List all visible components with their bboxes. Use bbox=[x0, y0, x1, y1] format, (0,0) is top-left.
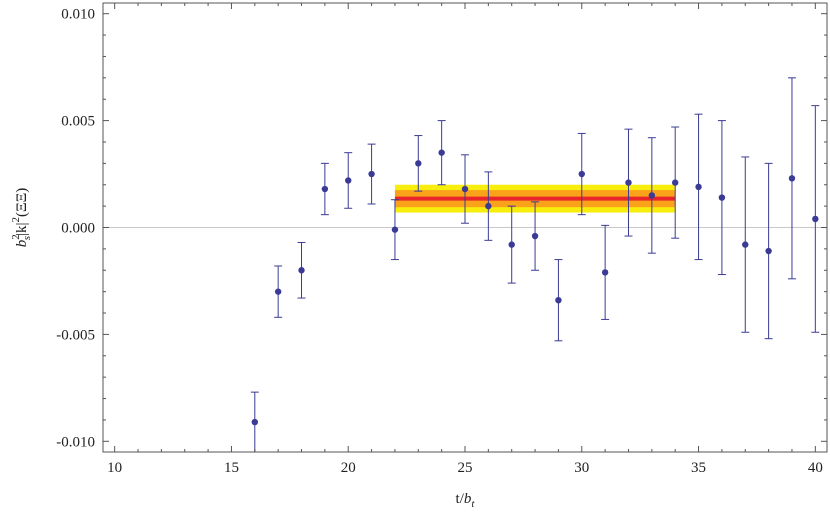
data-point-22 bbox=[390, 199, 399, 261]
data-point-27 bbox=[507, 205, 516, 284]
y-title-part: s bbox=[21, 236, 33, 240]
data-marker bbox=[368, 170, 375, 178]
data-point-32 bbox=[624, 128, 633, 237]
data-marker bbox=[625, 179, 632, 186]
y-axis: -0.010 -0.005 0.000 0.005 0.010 bbox=[56, 7, 827, 450]
x-title-part: b bbox=[464, 491, 472, 507]
data-marker bbox=[695, 183, 702, 191]
data-marker bbox=[812, 215, 819, 223]
x-tick-label: 25 bbox=[458, 460, 473, 476]
data-marker bbox=[415, 160, 422, 167]
data-marker bbox=[555, 296, 562, 304]
data-point-23 bbox=[414, 135, 423, 192]
data-point-34 bbox=[671, 126, 680, 239]
data-point-28 bbox=[531, 201, 540, 271]
data-point-36 bbox=[717, 120, 726, 276]
data-marker bbox=[438, 149, 445, 156]
y-title-part: (ΞΞ) bbox=[14, 188, 30, 217]
data-marker bbox=[345, 177, 352, 184]
data-point-30 bbox=[577, 132, 586, 216]
y-title-part: |k| bbox=[14, 223, 30, 237]
data-point-19 bbox=[320, 162, 329, 216]
data-points bbox=[250, 77, 820, 453]
y-tick-label: 0.010 bbox=[61, 7, 95, 23]
x-tick-label: 15 bbox=[224, 460, 239, 476]
data-marker bbox=[578, 170, 585, 178]
data-point-37 bbox=[741, 156, 750, 333]
y-axis-title: b2s|k|2(ΞΞ) bbox=[10, 188, 33, 248]
x-tick-label: 40 bbox=[808, 460, 823, 476]
data-point-17 bbox=[274, 265, 283, 318]
data-point-33 bbox=[647, 137, 656, 254]
data-marker bbox=[485, 202, 492, 210]
x-tick-label: 30 bbox=[574, 460, 589, 476]
data-point-18 bbox=[297, 241, 306, 299]
data-point-29 bbox=[554, 259, 563, 342]
data-point-25 bbox=[461, 154, 469, 224]
data-marker bbox=[765, 247, 772, 255]
y-title-part: 2 bbox=[10, 234, 22, 240]
data-marker bbox=[788, 175, 796, 182]
x-axis: 10 15 20 25 30 35 40 bbox=[107, 3, 823, 476]
data-marker bbox=[508, 241, 515, 248]
x-title-part: t/ bbox=[456, 491, 465, 507]
data-point-26 bbox=[484, 171, 493, 241]
data-point-38 bbox=[764, 162, 773, 340]
data-point-21 bbox=[367, 143, 376, 205]
data-point-39 bbox=[787, 77, 796, 280]
data-marker bbox=[461, 185, 469, 193]
x-tick-label: 35 bbox=[691, 460, 706, 476]
x-tick-label: 20 bbox=[341, 460, 356, 476]
data-marker bbox=[671, 179, 679, 186]
data-marker bbox=[742, 241, 749, 248]
y-title-part: 2 bbox=[10, 217, 22, 223]
data-marker bbox=[648, 192, 656, 199]
data-marker bbox=[601, 269, 609, 276]
y-tick-label: -0.010 bbox=[56, 434, 95, 450]
data-marker bbox=[321, 185, 329, 193]
data-marker bbox=[251, 418, 259, 426]
data-point-24 bbox=[437, 120, 446, 186]
data-marker bbox=[531, 232, 539, 240]
y-title-part: b bbox=[14, 239, 30, 247]
data-marker bbox=[298, 267, 305, 274]
data-point-35 bbox=[694, 113, 703, 261]
y-tick-label: -0.005 bbox=[56, 327, 95, 343]
y-tick-label: 0.005 bbox=[61, 114, 95, 130]
data-point-31 bbox=[601, 224, 610, 320]
data-marker bbox=[391, 226, 399, 233]
y-tick-label: 0.000 bbox=[61, 221, 95, 237]
data-marker bbox=[274, 288, 282, 295]
x-title-part: t bbox=[471, 498, 475, 510]
x-axis-title: t/bt bbox=[456, 491, 476, 510]
data-point-20 bbox=[344, 152, 353, 209]
x-tick-label: 10 bbox=[107, 460, 122, 476]
data-point-40 bbox=[811, 105, 820, 333]
data-marker bbox=[718, 194, 726, 201]
